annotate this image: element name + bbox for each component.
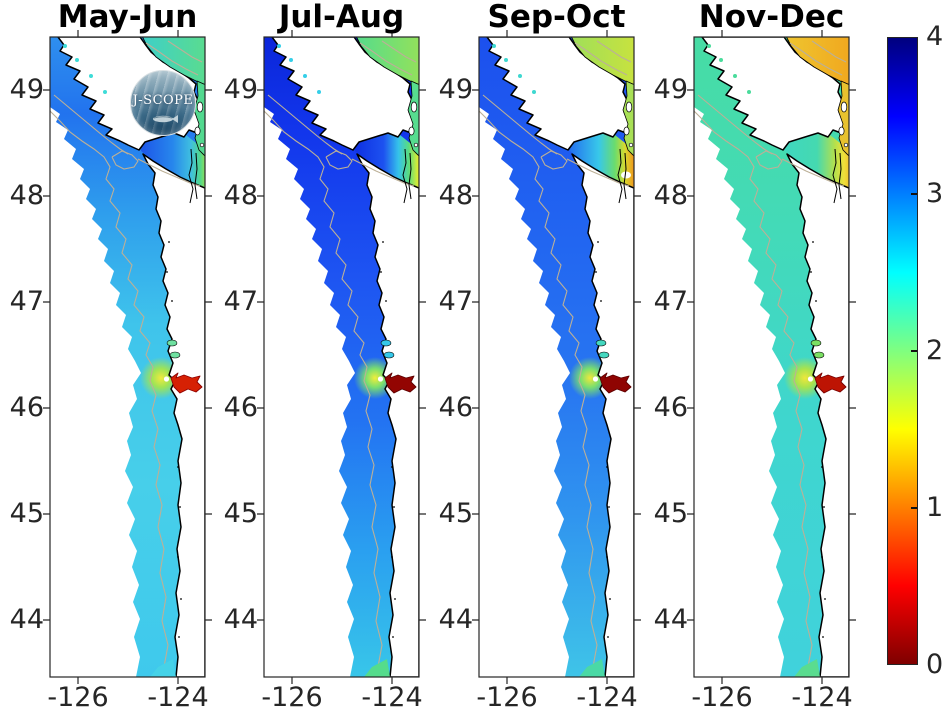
jscope-logo: J-SCOPE (130, 70, 196, 136)
lat-tick-label: 46 (438, 392, 473, 423)
panel-title-nov-dec: Nov-Dec (698, 0, 845, 35)
jscope-logo-text: J-SCOPE (132, 93, 194, 108)
lat-tick-label: 45 (223, 498, 258, 529)
saturated-white-spot (807, 376, 814, 382)
map-panel-jul-aug (256, 29, 427, 685)
saturated-white-spot (592, 376, 599, 382)
lat-tick-label: 48 (438, 180, 473, 211)
map-panel-nov-dec (686, 29, 857, 685)
lat-tick-label: 44 (438, 604, 473, 635)
lon-tick-label: -124 (791, 682, 853, 713)
colorbar-tick-label: 3 (926, 178, 944, 209)
lat-tick-label: 47 (223, 286, 258, 317)
colorbar-tick (911, 193, 917, 195)
lat-tick-label: 44 (653, 604, 688, 635)
lat-tick-label: 49 (653, 74, 688, 105)
map-panel-sep-oct (471, 29, 642, 685)
panel-border (49, 36, 206, 678)
lat-tick-label: 47 (438, 286, 473, 317)
panel-border (693, 36, 850, 678)
map-panel-may-jun (42, 29, 213, 685)
lat-tick-label: 49 (438, 74, 473, 105)
lat-tick-label: 48 (9, 180, 44, 211)
lon-tick-label: -126 (476, 682, 538, 713)
lat-tick-label: 48 (653, 180, 688, 211)
colorbar-tick-label: 0 (926, 649, 944, 680)
panel-border (478, 36, 635, 678)
lat-tick-label: 48 (223, 180, 258, 211)
panel-title-sep-oct: Sep-Oct (487, 0, 626, 35)
lat-tick-label: 45 (653, 498, 688, 529)
colorbar-tick (911, 350, 917, 352)
colorbar-tick-label: 4 (926, 21, 944, 52)
strait-saturated-white-streak (621, 171, 631, 179)
colorbar-tick (911, 507, 917, 509)
lat-tick-label: 49 (9, 74, 44, 105)
panel-title-jul-aug: Jul-Aug (278, 0, 405, 35)
panel-border (263, 36, 420, 678)
lat-tick-label: 47 (9, 286, 44, 317)
lat-tick-label: 44 (223, 604, 258, 635)
lat-tick-label: 46 (223, 392, 258, 423)
lat-tick-label: 49 (223, 74, 258, 105)
lon-tick-label: -124 (361, 682, 423, 713)
lat-tick-label: 45 (438, 498, 473, 529)
lat-tick-label: 46 (9, 392, 44, 423)
lat-tick-label: 45 (9, 498, 44, 529)
colorbar-tick-label: 1 (926, 492, 944, 523)
lon-tick-label: -124 (147, 682, 209, 713)
lat-tick-label: 46 (653, 392, 688, 423)
lon-tick-label: -126 (47, 682, 109, 713)
saturated-white-spot (163, 376, 170, 382)
lon-tick-label: -126 (691, 682, 753, 713)
lon-tick-label: -126 (261, 682, 323, 713)
lat-tick-label: 47 (653, 286, 688, 317)
saturated-white-spot (377, 376, 384, 382)
colorbar-tick-label: 2 (926, 335, 944, 366)
fish-icon (153, 115, 178, 123)
lat-tick-label: 44 (9, 604, 44, 635)
panel-title-may-jun: May-Jun (57, 0, 198, 35)
lon-tick-label: -124 (576, 682, 638, 713)
